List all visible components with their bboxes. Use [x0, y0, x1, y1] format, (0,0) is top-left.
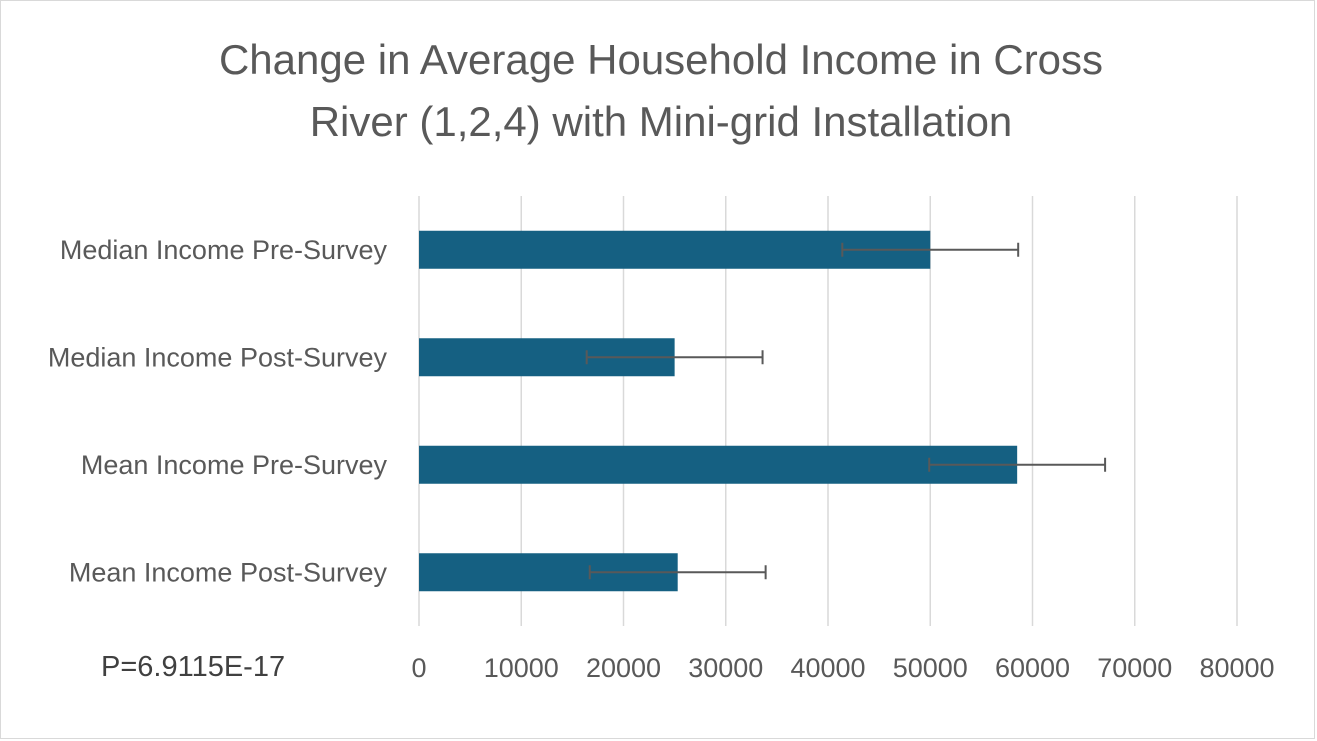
bar: [419, 445, 1018, 484]
x-tick-label: 60000: [995, 653, 1070, 683]
chart-title-line-2: River (1,2,4) with Mini-grid Installatio…: [309, 98, 1013, 145]
x-tick-labels: 0 10000 20000 30000 40000 50000 60000 70000 8000…: [411, 653, 1274, 683]
p-value-annotation: P=6.9115E-17: [101, 651, 286, 683]
category-label: Median Income Pre-Survey: [60, 235, 388, 265]
category-label: Mean Income Post-Survey: [69, 557, 388, 587]
x-tick-label: 0: [411, 653, 426, 683]
error-bars: [585, 242, 1107, 580]
x-tick-label: 20000: [586, 653, 661, 683]
bars: [419, 230, 1018, 592]
x-tick-label: 70000: [1097, 653, 1172, 683]
category-label: Median Income Post-Survey: [48, 342, 388, 372]
x-tick-label: 40000: [790, 653, 865, 683]
category-labels: Median Income Pre-Survey Median Income Po…: [48, 235, 388, 588]
x-tick-label: 10000: [484, 653, 559, 683]
x-tick-label: 30000: [688, 653, 763, 683]
chart-title-line-1: Change in Average Household Income in Cr…: [218, 36, 1104, 83]
category-label: Mean Income Pre-Survey: [81, 450, 388, 480]
chart-title: Change in Average Household Income in Cr…: [141, 29, 1181, 153]
x-tick-label: 80000: [1199, 653, 1274, 683]
x-tick-label: 50000: [893, 653, 968, 683]
